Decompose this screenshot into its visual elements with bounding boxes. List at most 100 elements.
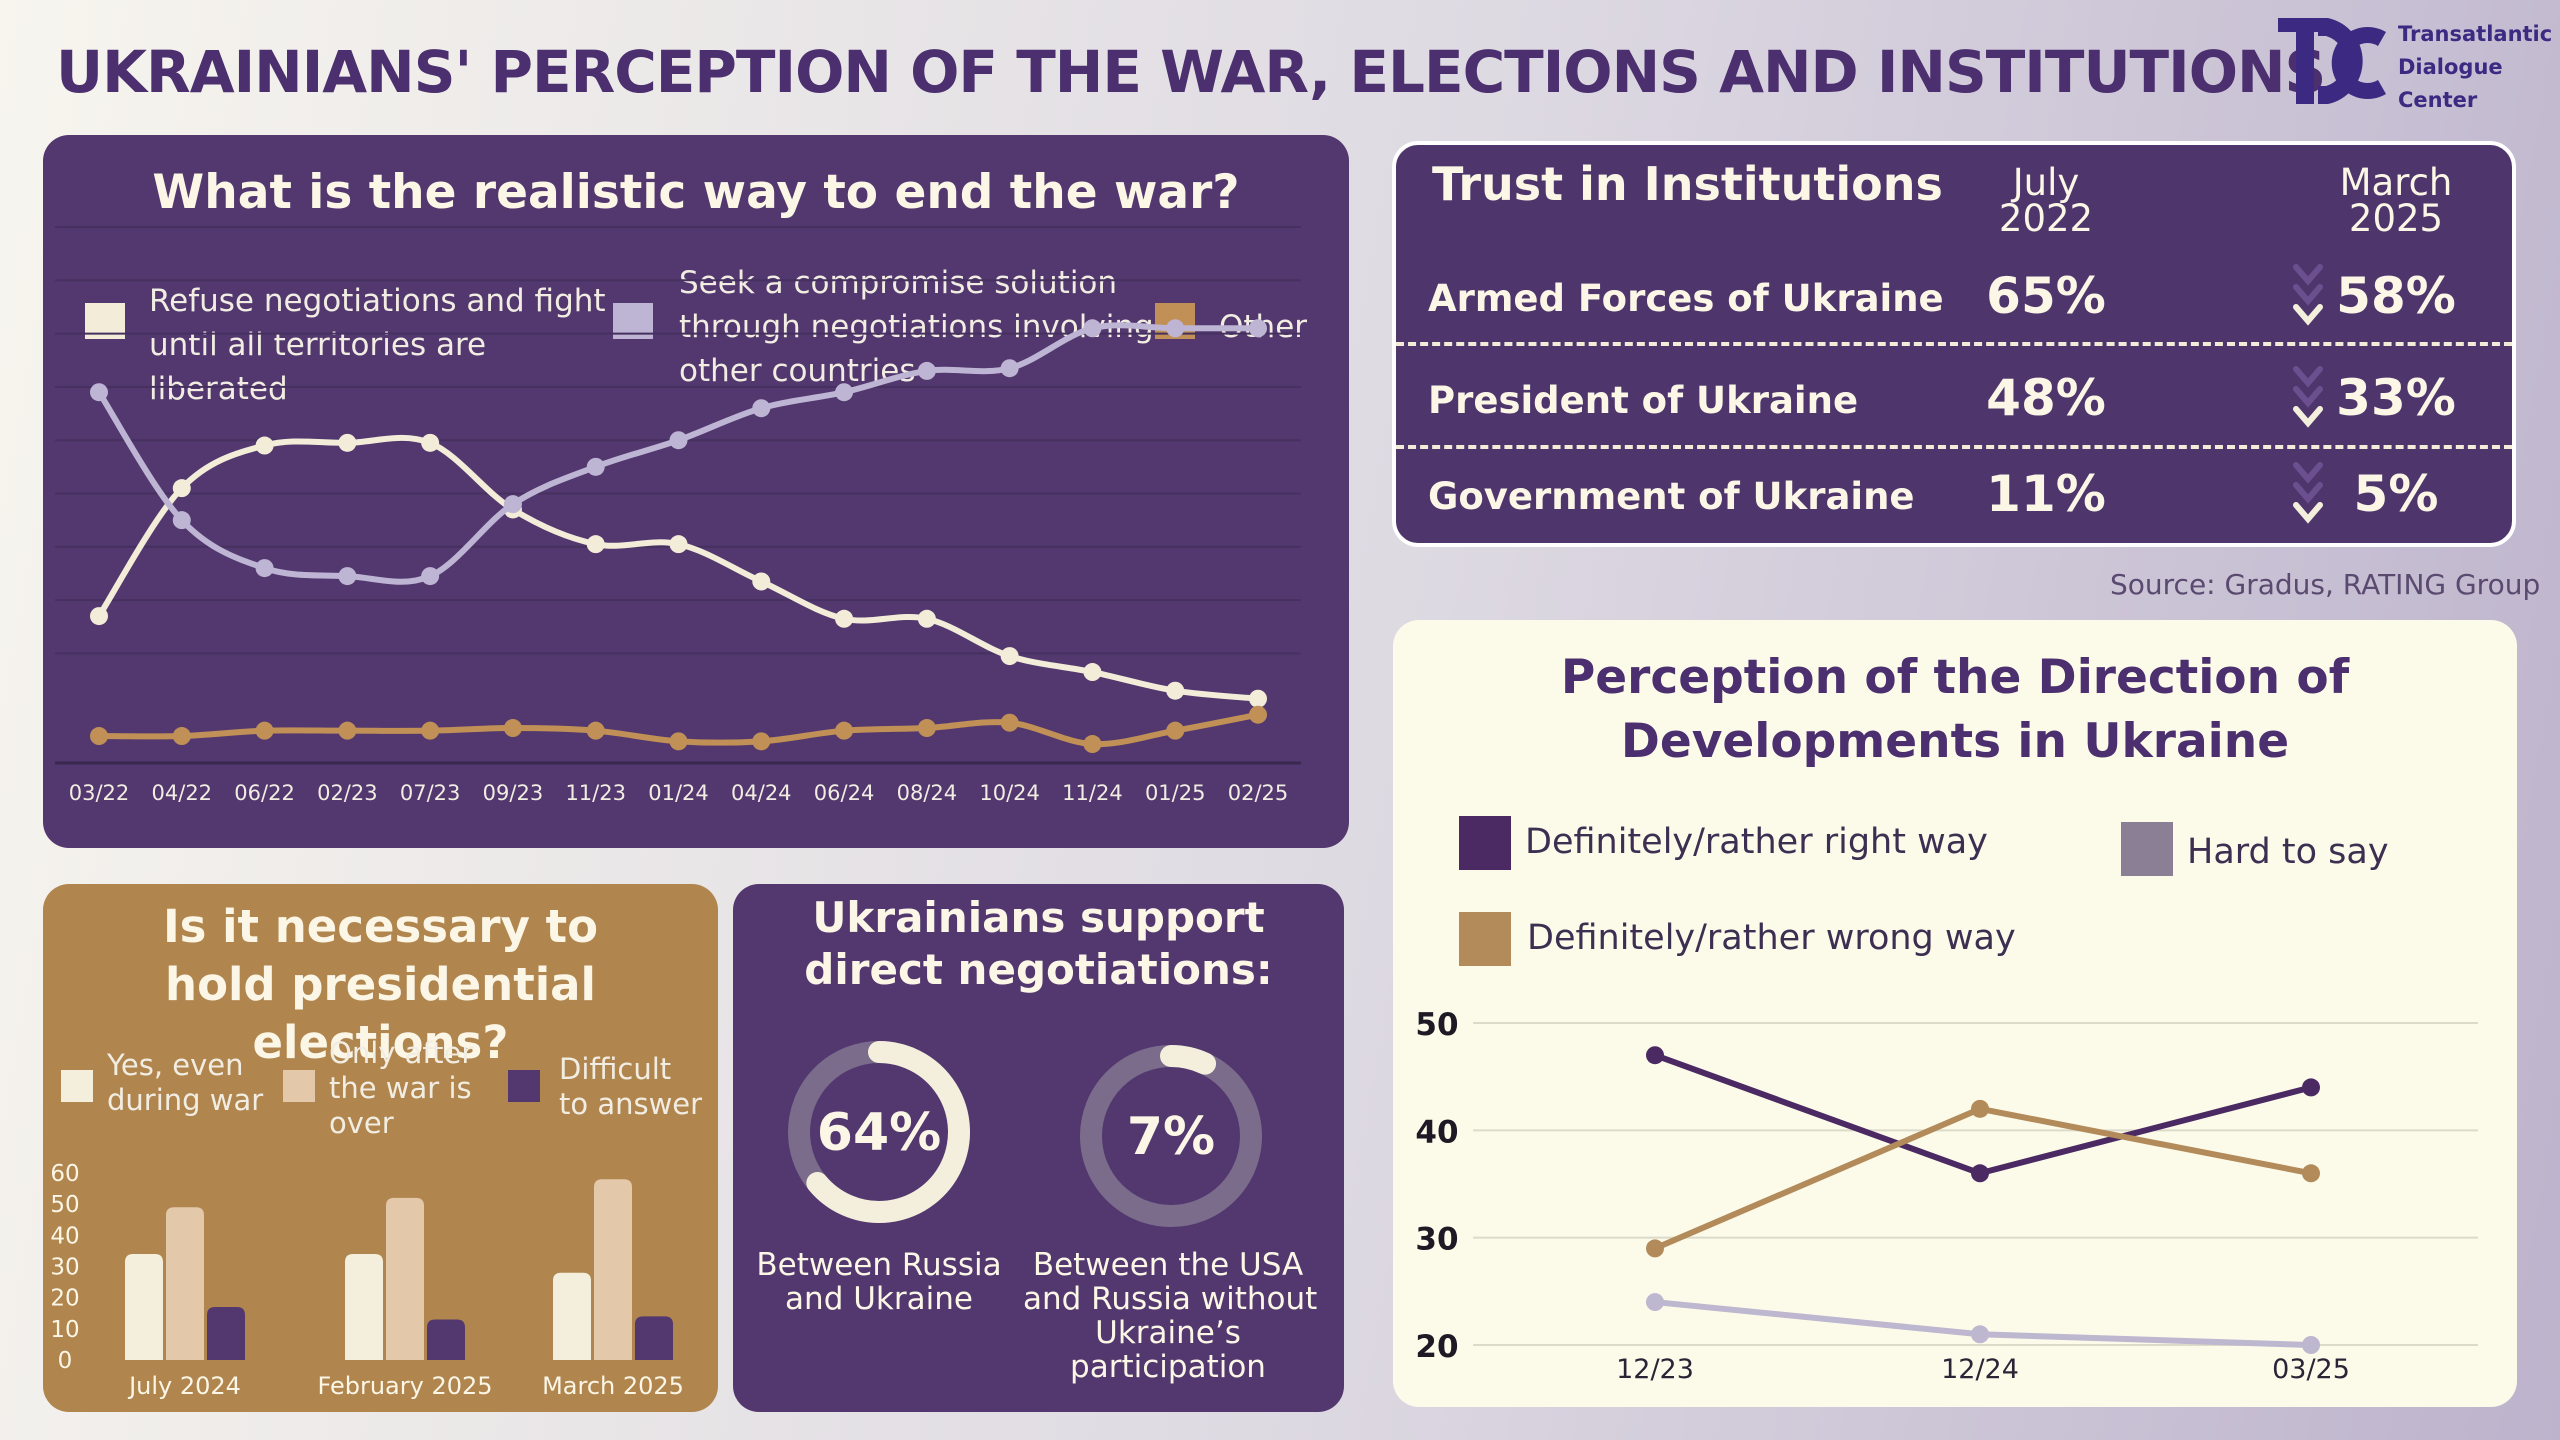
- bar: [635, 1316, 673, 1360]
- data-point: [90, 727, 108, 746]
- data-point: [1000, 713, 1019, 732]
- data-point: [1971, 1164, 1989, 1183]
- data-point: [338, 567, 357, 586]
- data-point: [1083, 663, 1102, 682]
- elections-chart-title: Is it necessary to hold presidential ele…: [162, 900, 599, 1069]
- bar: [207, 1307, 245, 1360]
- trust-value-2022: 11%: [1986, 465, 2106, 523]
- legend-swatch-hard-to-say: [2121, 822, 2173, 876]
- source-note: Source: Gradus, RATING Group: [2110, 568, 2541, 601]
- data-point: [1646, 1293, 1664, 1312]
- negotiations-title: Ukrainians support direct negotiations:: [804, 893, 1273, 994]
- trust-value-2022: 65%: [1986, 267, 2106, 325]
- data-point: [172, 511, 191, 530]
- y-tick-label: 40: [50, 1223, 79, 1249]
- legend-label-wrong-way: Definitely/rather wrong way: [1527, 918, 2016, 958]
- donut-label-usa-russia: Between the USA and Russia without Ukrai…: [1023, 1247, 1318, 1385]
- trust-value-2025: 58%: [2336, 267, 2456, 325]
- data-point: [503, 719, 522, 738]
- decrease-chevrons-icon: [2291, 259, 2325, 339]
- page-title: UKRAINIANS' PERCEPTION OF THE WAR, ELECT…: [56, 38, 2326, 106]
- data-point: [503, 495, 522, 514]
- y-tick-label: 20: [1415, 1329, 1458, 1365]
- elections-panel: Is it necessary to hold presidential ele…: [43, 884, 718, 1412]
- y-tick-label: 50: [50, 1192, 79, 1218]
- bar: [553, 1272, 591, 1360]
- x-tick-label: 01/24: [648, 781, 709, 805]
- data-point: [1166, 681, 1185, 700]
- logo-line: Transatlantic: [2398, 22, 2553, 46]
- bar: [345, 1254, 383, 1360]
- y-tick-label: 30: [50, 1255, 79, 1281]
- trust-row-name: Armed Forces of Ukraine: [1428, 277, 1944, 320]
- data-point: [255, 721, 274, 740]
- y-tick-label: 10: [50, 1317, 79, 1343]
- decrease-chevrons-icon: [2291, 361, 2325, 441]
- trust-value-2025: 5%: [2353, 465, 2439, 523]
- data-point: [1646, 1239, 1664, 1258]
- data-point: [1000, 647, 1019, 666]
- data-point: [752, 572, 771, 591]
- negotiations-donuts: 64% 7%: [788, 1041, 1262, 1227]
- y-tick-label: 20: [50, 1286, 79, 1312]
- logo-line: Dialogue: [2398, 55, 2503, 79]
- x-tick-label: 03/22: [69, 781, 130, 805]
- data-point: [835, 609, 854, 628]
- data-point: [1083, 735, 1102, 754]
- data-point: [1249, 689, 1267, 708]
- x-tick-label: 12/23: [1616, 1354, 1694, 1385]
- data-point: [2302, 1164, 2320, 1183]
- legend-label-difficult: Difficult to answer: [559, 1052, 703, 1121]
- x-tick-label: 11/23: [565, 781, 626, 805]
- data-point: [1166, 319, 1185, 338]
- data-point: [669, 535, 688, 554]
- trust-row-name: President of Ukraine: [1428, 379, 1859, 422]
- trust-value-2025: 33%: [2336, 369, 2456, 427]
- data-point: [421, 721, 440, 740]
- x-tick-label: 04/24: [731, 781, 792, 805]
- data-point: [172, 727, 191, 746]
- data-point: [421, 567, 440, 586]
- data-point: [1083, 319, 1102, 338]
- data-point: [90, 607, 108, 626]
- data-point: [917, 719, 936, 738]
- trust-row-divider: [1396, 342, 2512, 346]
- data-point: [752, 732, 771, 751]
- x-category-label: March 2025: [542, 1372, 684, 1400]
- bar: [386, 1197, 424, 1360]
- x-tick-label: 01/25: [1145, 781, 1206, 805]
- legend-swatch-after: [283, 1070, 315, 1102]
- elections-bar-chart: 0 10 20 30 40 50 60 July 2024 February 2025 March…: [50, 1161, 684, 1400]
- data-point: [2302, 1078, 2320, 1097]
- data-point: [669, 431, 688, 450]
- trust-value-2022: 48%: [1986, 369, 2106, 427]
- x-tick-label: 06/24: [814, 781, 875, 805]
- x-category-label: February 2025: [317, 1372, 492, 1400]
- data-point: [752, 399, 771, 418]
- data-point: [917, 609, 936, 628]
- donut-percent: 7%: [1127, 1107, 1215, 1167]
- x-tick-label: 06/22: [234, 781, 295, 805]
- donut-value-arc: [806, 1041, 970, 1223]
- legend-label-after: Only after the war is over: [329, 1036, 474, 1140]
- data-point: [917, 361, 936, 380]
- data-point: [835, 721, 854, 740]
- legend-label-yes: Yes, even during war: [107, 1048, 264, 1117]
- legend-label-right-way: Definitely/rather right way: [1525, 822, 1988, 862]
- data-point: [1971, 1099, 1989, 1118]
- data-point: [255, 559, 274, 578]
- data-point: [669, 732, 688, 751]
- direction-panel: Perception of the Direction of Developme…: [1393, 620, 2517, 1407]
- donut-label-russia-ukraine: Between Russia and Ukraine: [756, 1247, 1002, 1317]
- x-tick-label: 02/25: [1228, 781, 1289, 805]
- legend-label-compromise: Seek a compromise solution through negot…: [679, 265, 1154, 389]
- legend-swatch-right-way: [1459, 816, 1511, 870]
- data-point: [586, 535, 605, 554]
- x-tick-label: 09/23: [483, 781, 544, 805]
- data-point: [1166, 721, 1185, 740]
- data-point: [835, 383, 854, 402]
- x-tick-label: 04/22: [152, 781, 213, 805]
- decrease-chevrons-icon: [2291, 457, 2325, 537]
- trust-title: Trust in Institutions: [1432, 157, 1943, 211]
- war-panel: What is the realistic way to end the war…: [43, 135, 1349, 848]
